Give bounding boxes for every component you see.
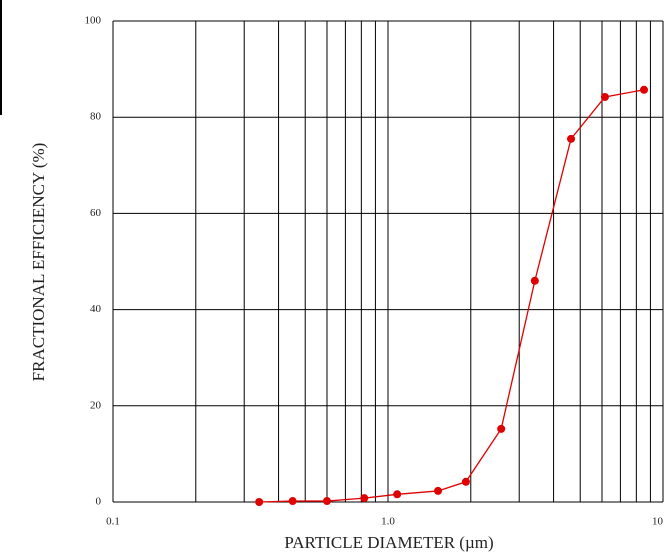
point <box>255 498 264 506</box>
x-tick-label: 1.0 <box>381 516 395 528</box>
point <box>393 490 402 499</box>
point <box>600 92 609 101</box>
x-tick-label: 0.1 <box>106 516 120 528</box>
x-axis-title: PARTICLE DIAMETER (µm) <box>284 533 493 552</box>
point <box>288 497 297 506</box>
point <box>640 85 649 94</box>
point <box>530 276 539 285</box>
point <box>322 497 331 506</box>
point <box>567 134 576 143</box>
x-tick-label: 10 <box>652 516 664 528</box>
edge-artifact <box>0 0 2 115</box>
y-tick-label: 0 <box>96 496 102 508</box>
y-tick-label: 100 <box>85 15 102 27</box>
y-tick-label: 40 <box>90 303 102 315</box>
point <box>434 486 443 495</box>
point <box>360 494 369 503</box>
line <box>259 89 645 503</box>
point <box>497 424 506 433</box>
y-tick-label: 80 <box>90 111 102 123</box>
point <box>461 477 470 486</box>
y-tick-label: 20 <box>90 399 102 411</box>
y-tick-label: 60 <box>90 207 102 219</box>
y-axis-title: FRACTIONAL EFFICIENCY (%) <box>29 143 48 382</box>
